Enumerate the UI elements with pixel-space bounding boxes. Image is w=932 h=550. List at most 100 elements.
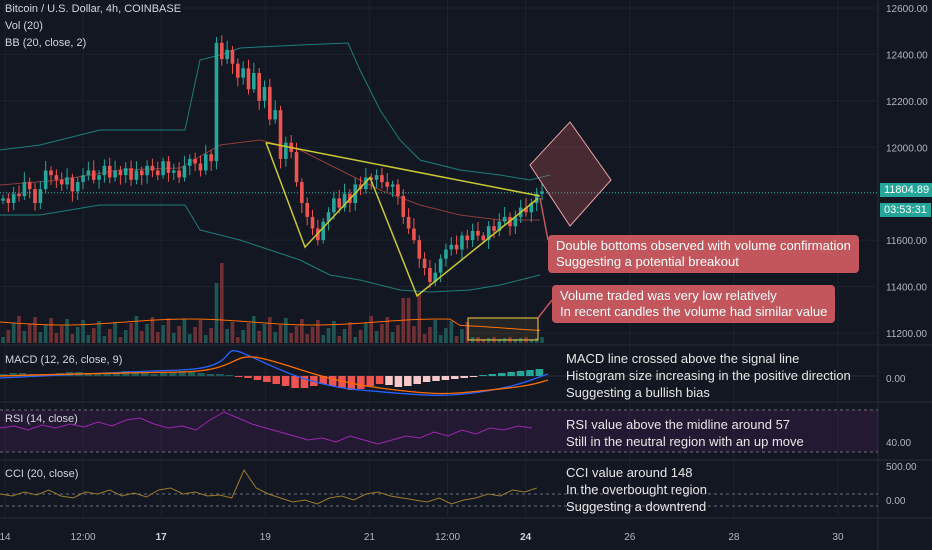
macd-histogram-bar — [469, 376, 478, 377]
time-tick-label: 19 — [260, 532, 272, 543]
callout-pointer — [537, 299, 553, 319]
candle-body — [230, 49, 235, 64]
candle-body — [486, 226, 491, 241]
volume-bar — [193, 327, 197, 343]
candle-body — [182, 165, 187, 178]
volume-bar — [225, 329, 229, 343]
candle-body — [107, 165, 112, 178]
candle-body — [257, 73, 261, 101]
volume-bar — [203, 335, 208, 343]
candle-body — [193, 158, 197, 164]
volume-bar — [182, 319, 187, 343]
macd-histogram-bar — [234, 376, 243, 377]
macd-histogram-bar — [394, 376, 403, 387]
volume-bar — [241, 330, 245, 343]
volume-bar — [155, 332, 160, 343]
candle-body — [161, 161, 165, 176]
macd-histogram-bar — [319, 376, 327, 384]
callout-line: In recent candles the volume had similar… — [560, 304, 828, 319]
candle-body — [198, 163, 203, 171]
macd-histogram-bar — [357, 376, 365, 389]
candle-body — [129, 168, 133, 180]
candle-body — [497, 221, 502, 231]
macd-histogram-bar — [178, 371, 187, 376]
note-line: Still in the neutral region with an up m… — [566, 434, 804, 449]
volume-bar — [460, 329, 464, 343]
candle-body — [492, 226, 496, 231]
macd-indicator-label[interactable]: MACD (12, 26, close, 9) — [5, 354, 123, 366]
volume-bar — [374, 331, 379, 343]
note-line: MACD line crossed above the signal line — [566, 351, 800, 366]
callout-volume: Volume traded was very low relatively In… — [552, 285, 836, 323]
volume-bar — [246, 323, 251, 343]
vol-indicator-label[interactable]: Vol (20) — [5, 20, 43, 32]
candle-body — [86, 170, 91, 176]
candle-body — [305, 203, 309, 217]
volume-bar — [396, 325, 400, 343]
candle-body — [284, 142, 288, 159]
time-tick-label: 12:00 — [435, 532, 460, 543]
candle-body — [209, 154, 213, 162]
macd-histogram-bar — [338, 376, 346, 388]
volume-bar — [257, 331, 261, 343]
bb-indicator-label[interactable]: BB (20, close, 2) — [5, 37, 87, 49]
price-tick-label: 12600.00 — [886, 4, 928, 15]
candle-body — [332, 198, 336, 213]
volume-bar — [102, 336, 107, 343]
rsi-tick-label: 40.00 — [886, 438, 911, 449]
volume-bar — [134, 316, 139, 343]
volume-highlight-box — [467, 317, 539, 341]
candle-body — [364, 177, 368, 190]
rsi-note: RSI value above the midline around 57 St… — [566, 416, 804, 450]
rsi-indicator-label[interactable]: RSI (14, close) — [5, 413, 78, 425]
macd-histogram-bar — [225, 375, 234, 376]
volume-bar — [454, 336, 459, 343]
volume-bar — [305, 334, 309, 343]
volume-bar — [316, 320, 320, 343]
candle-body — [502, 216, 507, 222]
candle-body — [220, 42, 224, 60]
candle-body — [540, 191, 544, 194]
volume-bar — [209, 328, 213, 343]
macd-histogram-bar — [140, 373, 149, 376]
volume-bar — [97, 321, 101, 343]
macd-histogram-bar — [18, 373, 27, 376]
current-price-tag: 11804.89 — [880, 183, 932, 197]
price-tick-label: 11200.00 — [886, 329, 927, 340]
cci-indicator-label[interactable]: CCI (20, close) — [5, 468, 79, 480]
macd-histogram-bar — [169, 372, 177, 376]
volume-bar — [81, 320, 85, 343]
volume-bar — [449, 321, 454, 343]
volume-bars — [0, 263, 544, 343]
volume-bar — [91, 328, 96, 343]
volume-bar — [161, 325, 165, 343]
candle-body — [252, 73, 256, 90]
price-tick-label: 12400.00 — [886, 50, 928, 61]
volume-bar — [337, 336, 342, 343]
callout-line: Double bottoms observed with volume conf… — [556, 238, 851, 253]
candle-body — [476, 230, 480, 236]
volume-bar — [284, 318, 288, 343]
volume-bar — [417, 293, 422, 343]
macd-histogram-bar — [291, 376, 299, 388]
candle-body — [273, 110, 277, 120]
candle-body — [203, 154, 208, 171]
candle-body — [241, 68, 245, 78]
macd-histogram-bar — [197, 373, 205, 376]
note-line: In the overbought region — [566, 482, 707, 497]
volume-bar — [177, 326, 181, 343]
candle-body — [454, 244, 459, 250]
volume-bar — [38, 332, 43, 343]
volume-bar — [358, 330, 363, 343]
volume-bar — [139, 331, 144, 343]
volume-bar — [300, 319, 304, 343]
candle-body — [81, 175, 85, 183]
volume-bar — [428, 327, 432, 343]
candle-body — [294, 151, 299, 183]
macd-histogram-bar — [488, 374, 497, 376]
price-tick-label: 12200.00 — [886, 97, 928, 108]
candle-body — [187, 158, 192, 166]
volume-bar — [438, 335, 443, 343]
time-tick-label: 14 — [0, 532, 11, 543]
